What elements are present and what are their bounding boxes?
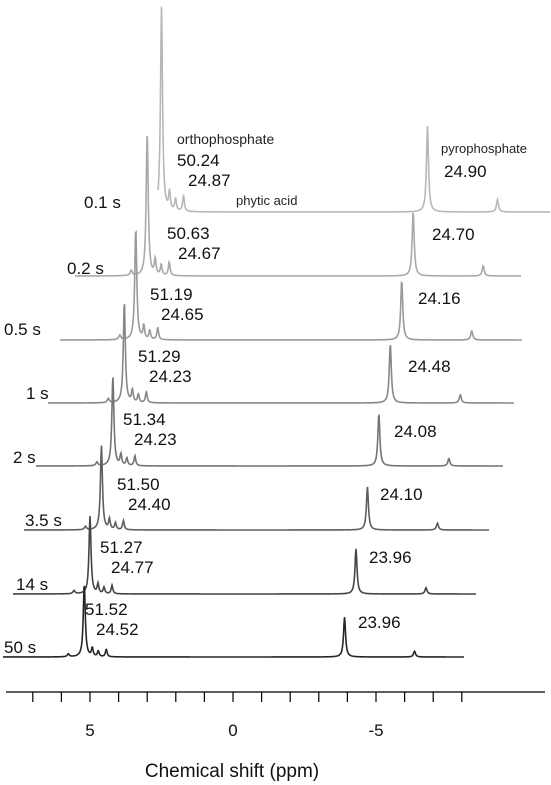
- phytic-acid-percent-label: 24.40: [128, 495, 171, 514]
- pyrophosphate-percent-label: 24.70: [432, 225, 475, 244]
- phytic-acid-percent-label: 24.23: [134, 430, 177, 449]
- spectrum-trace: [157, 6, 550, 213]
- spectrum-trace: [48, 304, 514, 404]
- orthophosphate-percent-label: 51.50: [117, 475, 160, 494]
- pyrophosphate-percent-label: 23.96: [369, 548, 412, 567]
- phytic-acid-percent-label: 24.52: [96, 620, 139, 639]
- series-label: 3.5 s: [25, 511, 62, 530]
- pyrophosphate-percent-label: 24.90: [444, 162, 487, 181]
- series-label: 50 s: [4, 638, 36, 657]
- x-tick-label: -5: [368, 721, 383, 740]
- pyrophosphate-annotation: pyrophosphate: [441, 141, 527, 156]
- series-label: 0.2 s: [67, 259, 104, 278]
- phytic-acid-percent-label: 24.87: [188, 171, 231, 190]
- orthophosphate-annotation: orthophosphate: [177, 131, 275, 147]
- orthophosphate-percent-label: 51.34: [123, 410, 166, 429]
- x-tick-label: 5: [85, 721, 94, 740]
- series-label: 14 s: [16, 575, 48, 594]
- pyrophosphate-percent-label: 24.08: [394, 422, 437, 441]
- orthophosphate-percent-label: 50.63: [167, 224, 210, 243]
- series-label: 2 s: [13, 448, 36, 467]
- phytic-acid-percent-label: 24.77: [111, 558, 154, 577]
- x-axis-label: Chemical shift (ppm): [145, 761, 319, 782]
- x-axis-ticks: 5 0 -5: [32, 692, 463, 740]
- spectrum-trace: [75, 135, 521, 277]
- phytic-acid-annotation: phytic acid: [236, 193, 297, 208]
- phytic-acid-percent-label: 24.67: [178, 244, 221, 263]
- spectrum-trace: [60, 229, 522, 341]
- x-tick-label: 0: [228, 721, 237, 740]
- pyrophosphate-percent-label: 24.48: [408, 357, 451, 376]
- spectrum-trace: [13, 516, 476, 595]
- spectrum-trace: [3, 585, 464, 658]
- spectrum-trace: [36, 377, 503, 467]
- phytic-acid-percent-label: 24.65: [161, 305, 204, 324]
- orthophosphate-percent-label: 51.52: [85, 600, 128, 619]
- series-label: 1 s: [26, 384, 49, 403]
- pyrophosphate-percent-label: 23.96: [358, 613, 401, 632]
- x-axis: 5 0 -5 Chemical shift (ppm): [6, 691, 545, 782]
- pyrophosphate-percent-label: 24.16: [418, 289, 461, 308]
- phytic-acid-percent-label: 24.23: [149, 367, 192, 386]
- orthophosphate-percent-label: 51.19: [150, 285, 193, 304]
- series-label: 0.5 s: [4, 320, 41, 339]
- orthophosphate-percent-label: 51.29: [138, 347, 181, 366]
- series-label: 0.1 s: [84, 193, 121, 212]
- orthophosphate-percent-label: 51.27: [100, 538, 143, 557]
- spectrum-trace: [24, 445, 489, 531]
- orthophosphate-percent-label: 50.24: [177, 151, 220, 170]
- pyrophosphate-percent-label: 24.10: [380, 485, 423, 504]
